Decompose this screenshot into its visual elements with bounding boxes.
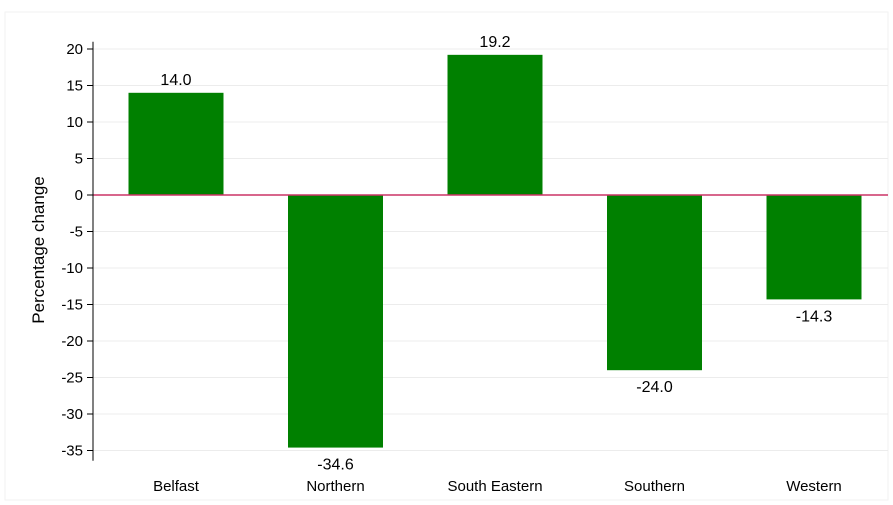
y-tick-label: 20 — [66, 41, 83, 58]
category-label: South Eastern — [447, 478, 542, 495]
bars — [128, 54, 862, 448]
category-label: Belfast — [153, 478, 200, 495]
gridlines — [93, 48, 888, 451]
y-tick-label: -15 — [61, 297, 83, 314]
data-label: -24.0 — [636, 379, 673, 396]
y-tick-label: 10 — [66, 114, 83, 131]
data-label: -14.3 — [796, 308, 833, 325]
category-label: Southern — [624, 478, 685, 495]
y-tick-label: 5 — [75, 151, 83, 168]
category-label: Northern — [306, 478, 364, 495]
data-label: 19.2 — [479, 34, 510, 51]
y-tick-label: -5 — [70, 224, 83, 241]
y-tick-label: -10 — [61, 260, 83, 277]
y-tick-labels: 20 15 10 5 0 -5 -10 -15 -20 -25 -30 -35 — [61, 41, 83, 460]
bar-southern — [607, 195, 702, 371]
data-labels: 14.0 -34.6 19.2 -24.0 -14.3 — [160, 34, 832, 474]
y-tick-label: -30 — [61, 406, 83, 423]
y-tick-label: 15 — [66, 78, 83, 95]
data-label: -34.6 — [317, 457, 354, 474]
y-tick-label: 0 — [75, 187, 83, 204]
category-labels: Belfast Northern South Eastern Southern West… — [153, 478, 842, 495]
y-axis — [87, 41, 94, 461]
data-label: 14.0 — [160, 72, 191, 89]
y-axis-label: Percentage change — [29, 176, 48, 323]
bar-south-eastern — [447, 54, 543, 196]
bar-belfast — [128, 92, 224, 195]
bar-western — [766, 195, 862, 300]
category-label: Western — [786, 478, 842, 495]
y-tick-label: -35 — [61, 443, 83, 460]
bar-northern — [288, 195, 383, 448]
y-tick-label: -25 — [61, 370, 83, 387]
y-tick-label: -20 — [61, 333, 83, 350]
